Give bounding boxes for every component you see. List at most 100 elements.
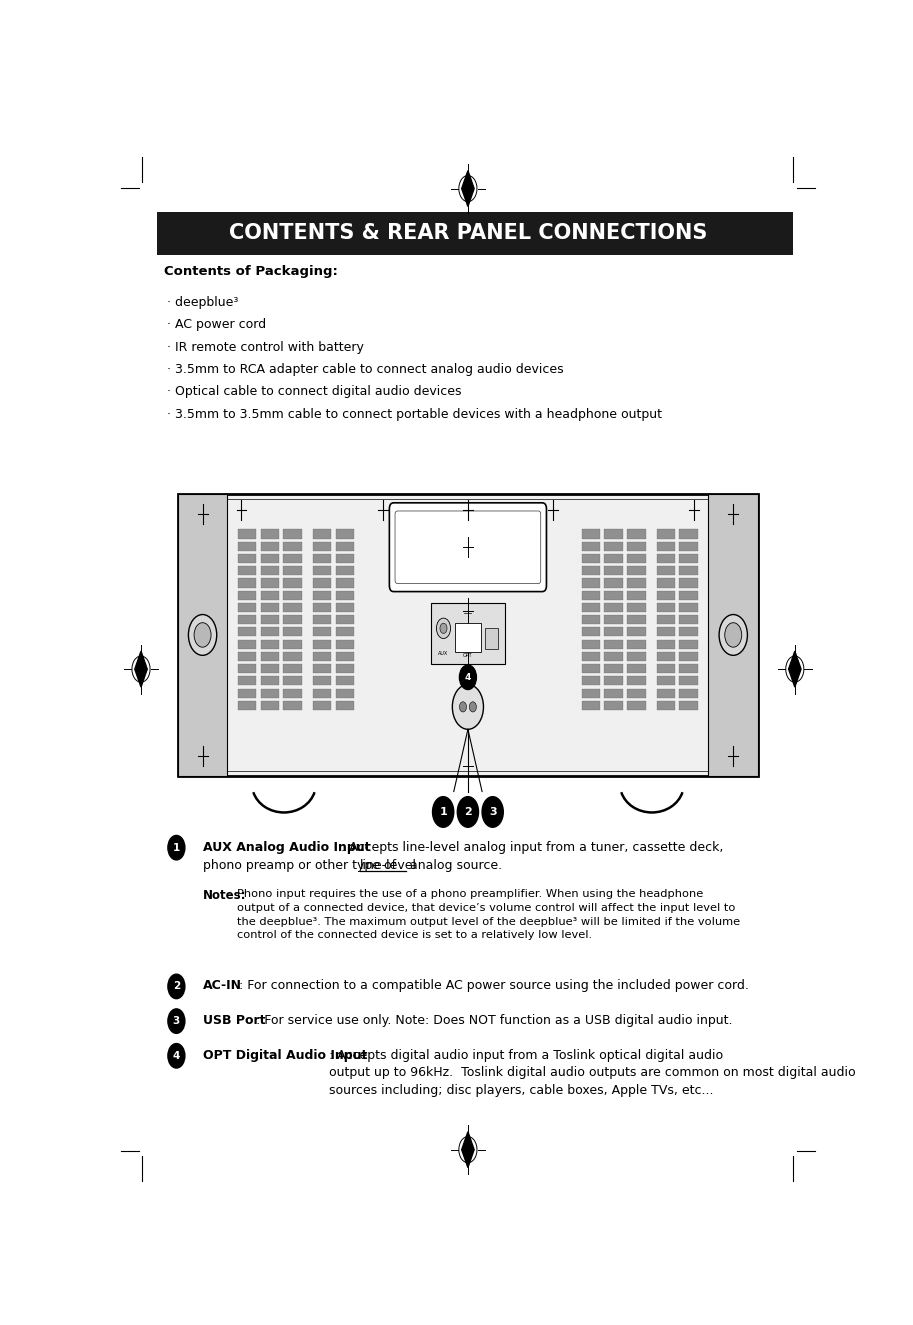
Bar bbox=[238, 640, 257, 649]
Text: 3: 3 bbox=[173, 1016, 180, 1026]
FancyBboxPatch shape bbox=[178, 494, 758, 776]
Bar bbox=[238, 615, 257, 624]
Bar bbox=[604, 652, 623, 661]
Bar bbox=[656, 701, 676, 710]
Bar bbox=[238, 566, 257, 575]
Bar bbox=[679, 627, 698, 636]
Bar bbox=[582, 689, 600, 698]
Text: CONTENTS & REAR PANEL CONNECTIONS: CONTENTS & REAR PANEL CONNECTIONS bbox=[229, 224, 707, 244]
Bar bbox=[604, 530, 623, 538]
Bar bbox=[238, 664, 257, 673]
FancyBboxPatch shape bbox=[389, 502, 547, 591]
Bar bbox=[283, 676, 301, 685]
Bar bbox=[283, 542, 301, 551]
Bar bbox=[627, 615, 645, 624]
Bar bbox=[656, 615, 676, 624]
Text: · IR remote control with battery: · IR remote control with battery bbox=[167, 341, 364, 354]
Bar bbox=[260, 664, 279, 673]
Bar bbox=[582, 542, 600, 551]
Bar bbox=[283, 615, 301, 624]
Bar bbox=[313, 652, 331, 661]
Bar bbox=[604, 640, 623, 649]
Bar bbox=[656, 566, 676, 575]
Bar bbox=[604, 554, 623, 563]
Bar bbox=[336, 689, 354, 698]
Bar bbox=[313, 689, 331, 698]
Bar bbox=[238, 676, 257, 685]
Bar bbox=[582, 701, 600, 710]
Bar bbox=[656, 689, 676, 698]
Text: · 3.5mm to 3.5mm cable to connect portable devices with a headphone output: · 3.5mm to 3.5mm cable to connect portab… bbox=[167, 408, 662, 421]
Bar bbox=[260, 591, 279, 600]
Bar bbox=[283, 530, 301, 538]
Bar bbox=[283, 591, 301, 600]
Bar bbox=[679, 578, 698, 587]
FancyBboxPatch shape bbox=[485, 628, 498, 649]
Bar bbox=[238, 530, 257, 538]
Circle shape bbox=[719, 615, 748, 656]
Bar bbox=[336, 640, 354, 649]
Bar bbox=[627, 578, 645, 587]
Bar bbox=[656, 676, 676, 685]
FancyBboxPatch shape bbox=[456, 623, 480, 652]
Circle shape bbox=[194, 623, 211, 647]
Bar bbox=[679, 542, 698, 551]
Text: AC-IN: AC-IN bbox=[459, 674, 477, 678]
Bar bbox=[679, 566, 698, 575]
Bar bbox=[238, 689, 257, 698]
Circle shape bbox=[168, 1044, 184, 1068]
Text: phono preamp or other type of: phono preamp or other type of bbox=[203, 859, 400, 872]
Text: 2: 2 bbox=[173, 982, 180, 991]
Bar bbox=[582, 603, 600, 612]
Bar bbox=[604, 676, 623, 685]
Circle shape bbox=[725, 623, 741, 647]
Bar bbox=[238, 591, 257, 600]
Bar bbox=[283, 603, 301, 612]
Text: Phono input requires the use of a phono preamplifier. When using the headphone
o: Phono input requires the use of a phono … bbox=[237, 889, 740, 941]
Bar bbox=[627, 566, 645, 575]
Bar bbox=[283, 578, 301, 587]
Text: · Optical cable to connect digital audio devices: · Optical cable to connect digital audio… bbox=[167, 386, 462, 399]
Bar bbox=[260, 627, 279, 636]
Text: · deepblue³: · deepblue³ bbox=[167, 295, 238, 309]
Circle shape bbox=[188, 615, 216, 656]
Bar bbox=[627, 640, 645, 649]
Bar bbox=[627, 701, 645, 710]
Bar bbox=[260, 566, 279, 575]
FancyBboxPatch shape bbox=[157, 212, 793, 254]
Bar bbox=[260, 530, 279, 538]
Text: OPT Digital Audio Input: OPT Digital Audio Input bbox=[203, 1048, 367, 1061]
Bar bbox=[582, 591, 600, 600]
Bar bbox=[604, 627, 623, 636]
Bar bbox=[336, 530, 354, 538]
Bar bbox=[260, 603, 279, 612]
Polygon shape bbox=[462, 1132, 474, 1167]
Bar bbox=[627, 542, 645, 551]
Circle shape bbox=[459, 702, 467, 712]
Text: : For service use only. Note: Does NOT function as a USB digital audio input.: : For service use only. Note: Does NOT f… bbox=[256, 1014, 732, 1027]
Bar bbox=[313, 554, 331, 563]
Text: AC-IN: AC-IN bbox=[203, 979, 242, 992]
Bar bbox=[336, 664, 354, 673]
Bar bbox=[656, 578, 676, 587]
Bar bbox=[238, 578, 257, 587]
Bar bbox=[582, 664, 600, 673]
Bar bbox=[627, 554, 645, 563]
Bar bbox=[283, 566, 301, 575]
Circle shape bbox=[168, 836, 184, 860]
Text: 4: 4 bbox=[173, 1051, 180, 1061]
Bar bbox=[283, 701, 301, 710]
Bar bbox=[679, 530, 698, 538]
Bar bbox=[679, 603, 698, 612]
Text: : Accepts line-level analog input from a tuner, cassette deck,: : Accepts line-level analog input from a… bbox=[341, 840, 724, 853]
Circle shape bbox=[168, 974, 184, 999]
Bar bbox=[313, 615, 331, 624]
Bar bbox=[582, 627, 600, 636]
Bar bbox=[313, 530, 331, 538]
Bar bbox=[582, 640, 600, 649]
Bar bbox=[582, 615, 600, 624]
Bar bbox=[283, 627, 301, 636]
Bar bbox=[582, 676, 600, 685]
Text: AUX: AUX bbox=[438, 651, 448, 656]
Bar bbox=[336, 676, 354, 685]
